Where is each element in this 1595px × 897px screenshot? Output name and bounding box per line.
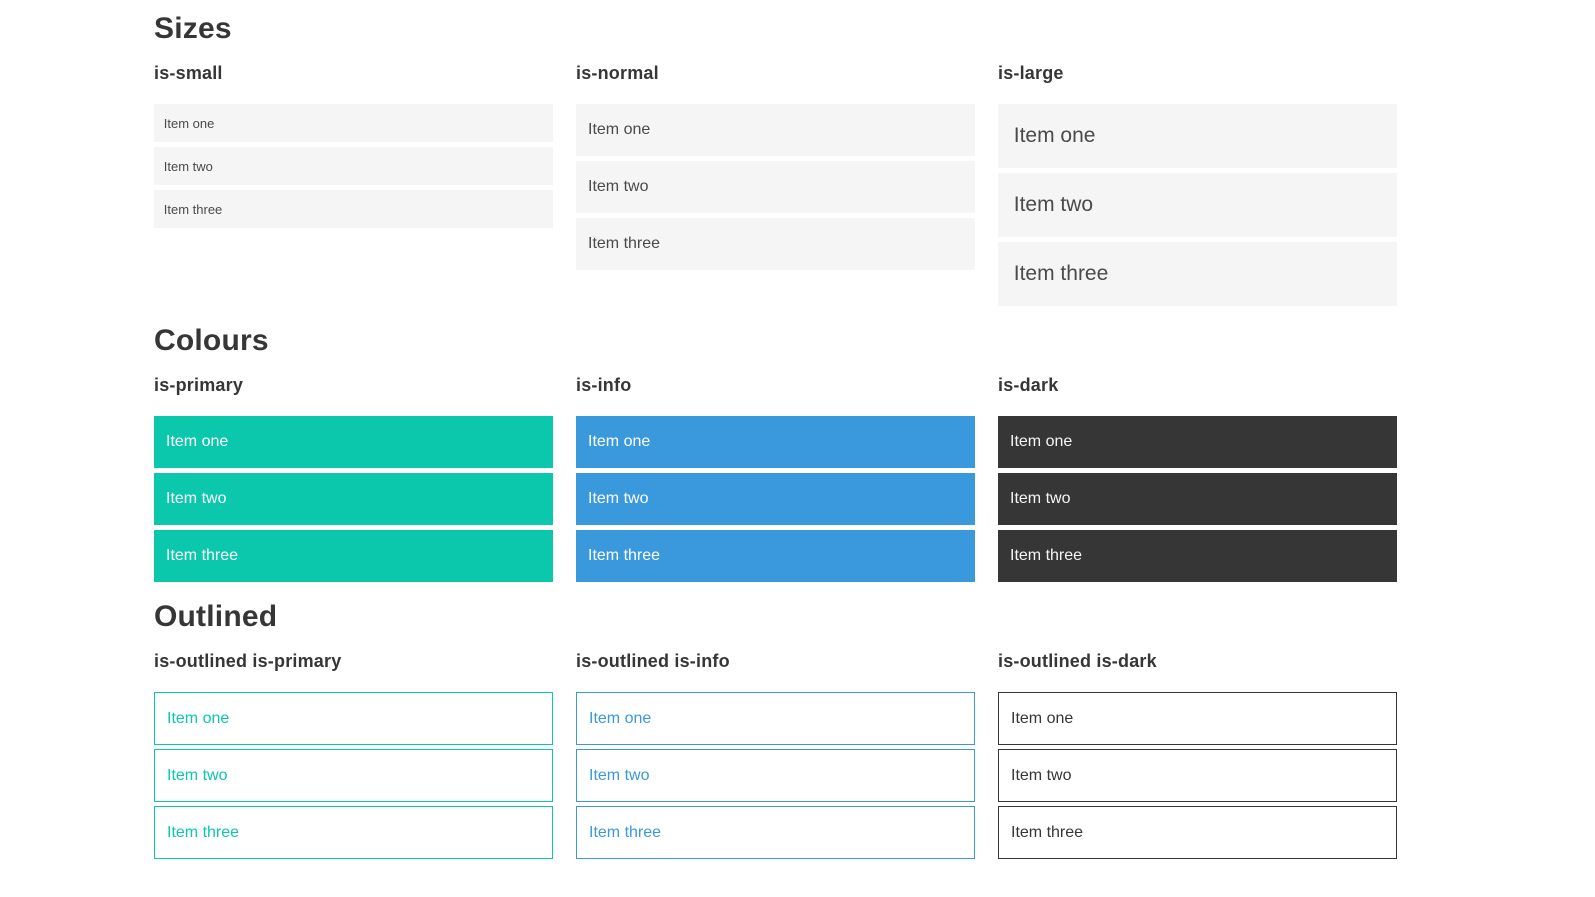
- list-item[interactable]: Item one: [154, 692, 553, 746]
- list-large: Item one Item two Item three: [998, 104, 1397, 307]
- column-is-info: is-info Item one Item two Item three: [576, 375, 975, 583]
- list-item[interactable]: Item three: [154, 190, 553, 229]
- list-item[interactable]: Item two: [998, 173, 1397, 238]
- column-is-normal: is-normal Item one Item two Item three: [576, 63, 975, 271]
- list-item[interactable]: Item one: [154, 416, 553, 469]
- list-dark: Item one Item two Item three: [998, 416, 1397, 583]
- column-outlined-info: is-outlined is-info Item one Item two It…: [576, 651, 975, 860]
- colours-columns: is-primary Item one Item two Item three …: [154, 375, 1397, 583]
- list-item[interactable]: Item three: [998, 806, 1397, 860]
- group-label-outlined-primary: is-outlined is-primary: [154, 650, 342, 671]
- list-outlined-primary: Item one Item two Item three: [154, 692, 553, 860]
- section-outlined: Outlined is-outlined is-primary Item one…: [154, 598, 1397, 860]
- list-item[interactable]: Item three: [576, 530, 975, 583]
- list-item[interactable]: Item three: [576, 806, 975, 860]
- sizes-columns: is-small Item one Item two Item three is…: [154, 63, 1397, 307]
- list-item[interactable]: Item two: [576, 161, 975, 214]
- group-label-is-large: is-large: [998, 62, 1064, 83]
- outlined-columns: is-outlined is-primary Item one Item two…: [154, 651, 1397, 860]
- column-is-large: is-large Item one Item two Item three: [998, 63, 1397, 307]
- group-label-is-small: is-small: [154, 62, 223, 83]
- list-item[interactable]: Item one: [576, 692, 975, 746]
- list-item[interactable]: Item two: [576, 749, 975, 803]
- list-item[interactable]: Item three: [998, 530, 1397, 583]
- section-colours: Colours is-primary Item one Item two Ite…: [154, 322, 1397, 583]
- list-item[interactable]: Item two: [154, 749, 553, 803]
- list-outlined-dark: Item one Item two Item three: [998, 692, 1397, 860]
- list-item[interactable]: Item one: [154, 104, 553, 143]
- list-item[interactable]: Item one: [998, 692, 1397, 746]
- content-area: Sizes is-small Item one Item two Item th…: [154, 0, 1397, 860]
- column-is-dark: is-dark Item one Item two Item three: [998, 375, 1397, 583]
- list-item[interactable]: Item three: [576, 218, 975, 271]
- section-title-colours: Colours: [154, 324, 269, 358]
- group-label-is-dark: is-dark: [998, 374, 1059, 395]
- section-title-sizes: Sizes: [154, 12, 232, 45]
- group-label-is-primary: is-primary: [154, 374, 244, 395]
- list-item[interactable]: Item two: [576, 473, 975, 526]
- list-info: Item one Item two Item three: [576, 416, 975, 583]
- column-is-small: is-small Item one Item two Item three: [154, 63, 553, 229]
- list-item[interactable]: Item two: [154, 473, 553, 526]
- section-title-outlined: Outlined: [154, 600, 278, 634]
- group-label-is-info: is-info: [576, 374, 632, 395]
- list-normal: Item one Item two Item three: [576, 104, 975, 271]
- list-item[interactable]: Item two: [998, 473, 1397, 526]
- list-item[interactable]: Item three: [154, 530, 553, 583]
- group-label-outlined-info: is-outlined is-info: [576, 650, 730, 671]
- list-item[interactable]: Item three: [154, 806, 553, 860]
- section-sizes: Sizes is-small Item one Item two Item th…: [154, 10, 1397, 307]
- list-item[interactable]: Item one: [576, 104, 975, 157]
- list-outlined-info: Item one Item two Item three: [576, 692, 975, 860]
- list-item[interactable]: Item three: [998, 242, 1397, 307]
- list-item[interactable]: Item one: [998, 416, 1397, 469]
- group-label-outlined-dark: is-outlined is-dark: [998, 650, 1157, 671]
- list-item[interactable]: Item one: [576, 416, 975, 469]
- list-small: Item one Item two Item three: [154, 104, 553, 229]
- column-outlined-primary: is-outlined is-primary Item one Item two…: [154, 651, 553, 860]
- list-primary: Item one Item two Item three: [154, 416, 553, 583]
- list-item[interactable]: Item two: [154, 147, 553, 186]
- list-item[interactable]: Item one: [998, 104, 1397, 169]
- column-is-primary: is-primary Item one Item two Item three: [154, 375, 553, 583]
- column-outlined-dark: is-outlined is-dark Item one Item two It…: [998, 651, 1397, 860]
- list-item[interactable]: Item two: [998, 749, 1397, 803]
- group-label-is-normal: is-normal: [576, 62, 659, 83]
